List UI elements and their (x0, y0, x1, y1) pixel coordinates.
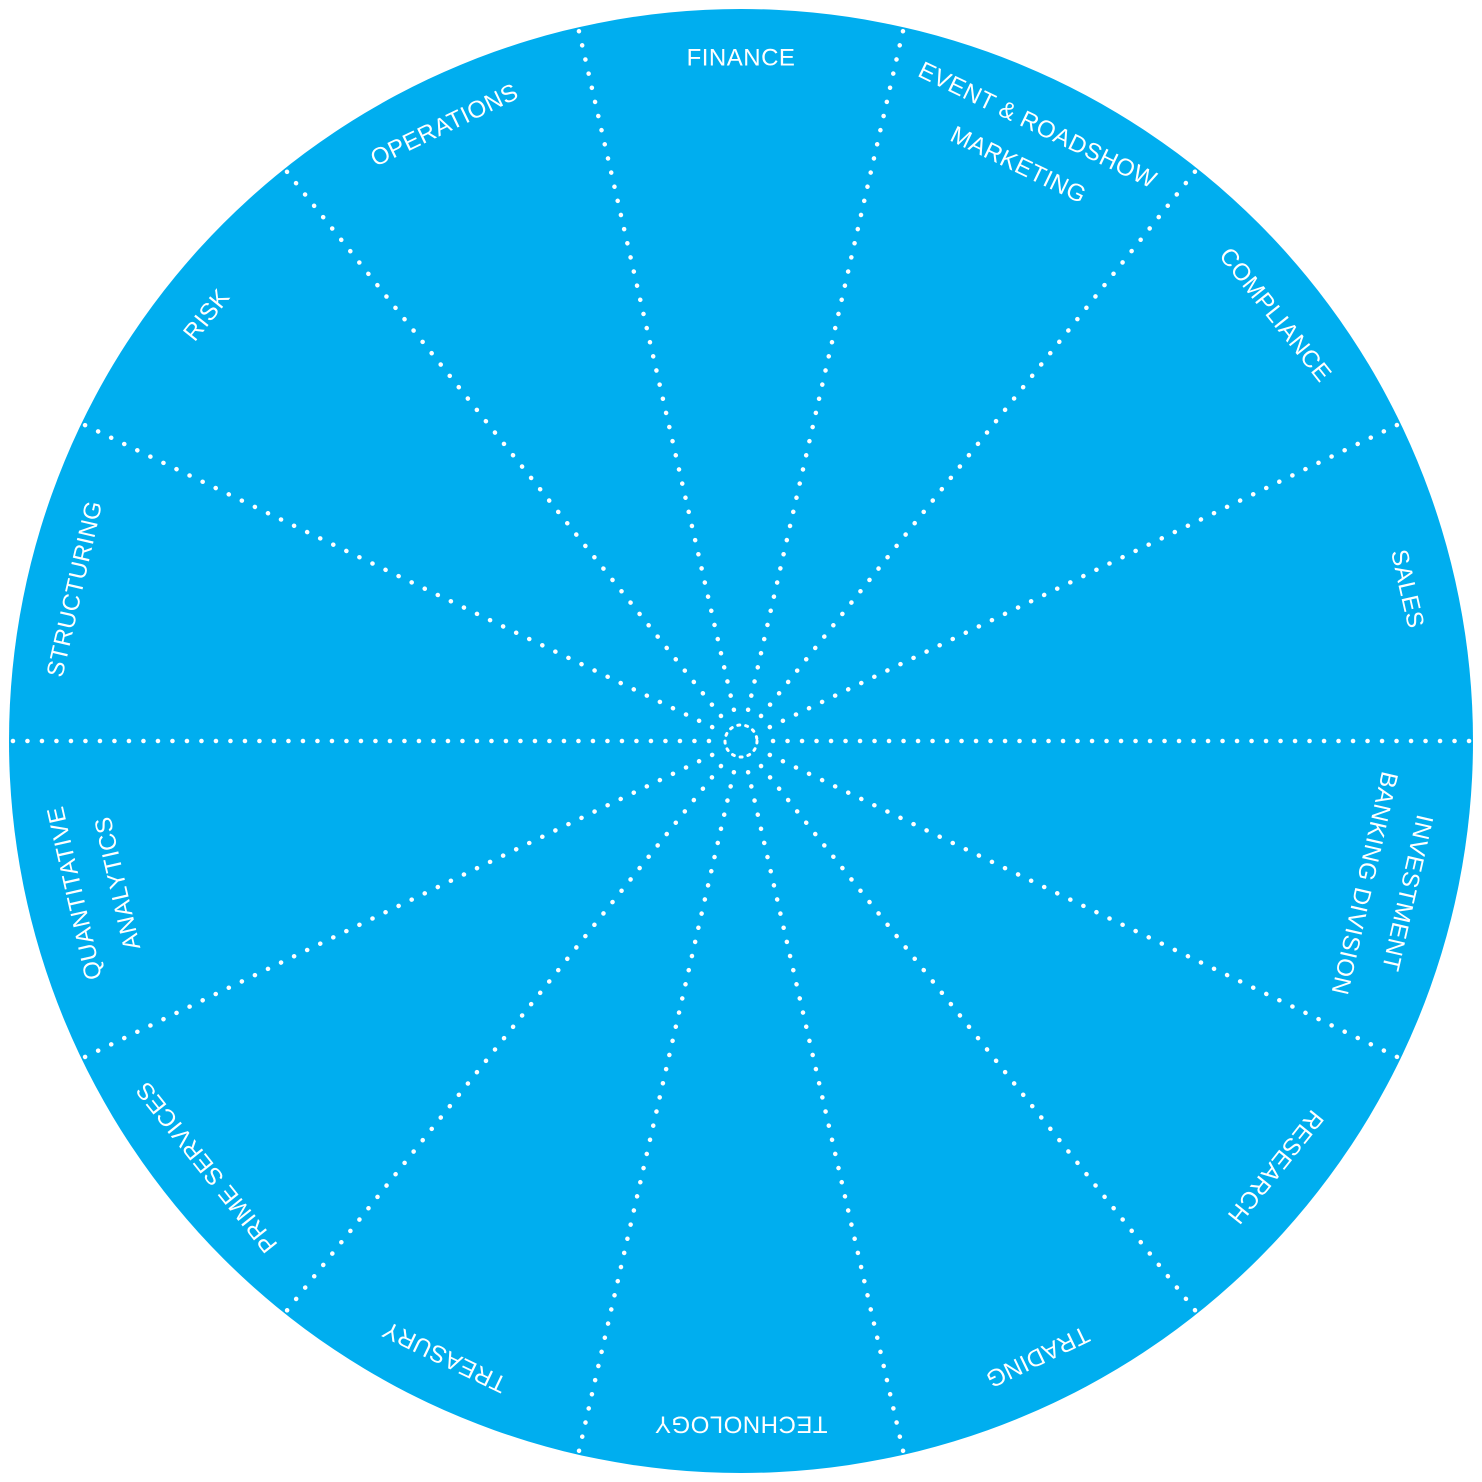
segment-divider (745, 27, 906, 713)
segment-label: FINANCE (687, 44, 796, 71)
segment-divider (767, 421, 1401, 730)
wheel-disc (9, 9, 1473, 1473)
segment-label: TECHNOLOGY (654, 1411, 827, 1438)
segment-divider (81, 752, 715, 1061)
segment-divider (745, 769, 906, 1455)
wheel-hub (723, 723, 759, 759)
segment-divider (576, 27, 737, 713)
segment-divider (758, 167, 1199, 719)
segment-divider (758, 763, 1199, 1314)
segment-divider (767, 752, 1401, 1060)
segment-dividers (8, 27, 1474, 1455)
segment-divider (283, 763, 724, 1315)
segment-divider (576, 769, 737, 1455)
segment-divider (81, 422, 715, 730)
segment-label-line: TECHNOLOGY (654, 1411, 827, 1438)
segment-label-line: FINANCE (687, 44, 796, 71)
segment-divider (283, 168, 724, 719)
